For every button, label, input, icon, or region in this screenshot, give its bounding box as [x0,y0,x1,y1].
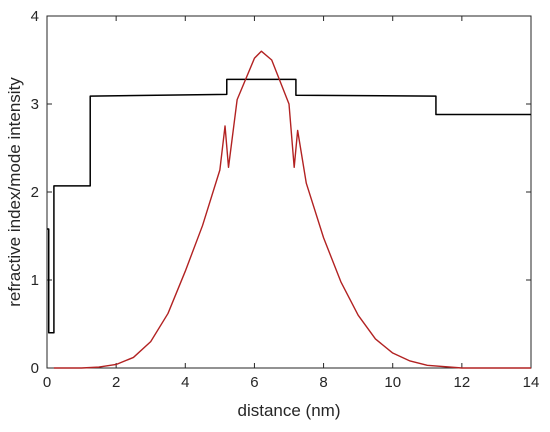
y-tick-label: 3 [31,96,39,113]
x-tick-label: 10 [384,374,401,391]
x-tick-label: 8 [319,374,327,391]
series-layer [47,50,531,369]
x-tick-label: 6 [250,374,258,391]
x-tick-label: 0 [43,374,51,391]
refractive-index-line [47,78,531,334]
x-axis-label: distance (nm) [238,401,341,420]
y-tick-label: 1 [31,272,39,289]
plot-area [46,15,532,369]
y-tick-label: 4 [31,8,39,25]
x-tick-label: 2 [112,374,120,391]
mode-intensity-line [53,50,531,369]
x-tick-label: 4 [181,374,189,391]
y-axis-label: refractive index/mode intensity [5,77,24,307]
y-tick-label: 0 [31,360,39,377]
y-tick-label: 2 [31,184,39,201]
x-tick-label: 14 [523,374,540,391]
x-tick-label: 12 [454,374,471,391]
